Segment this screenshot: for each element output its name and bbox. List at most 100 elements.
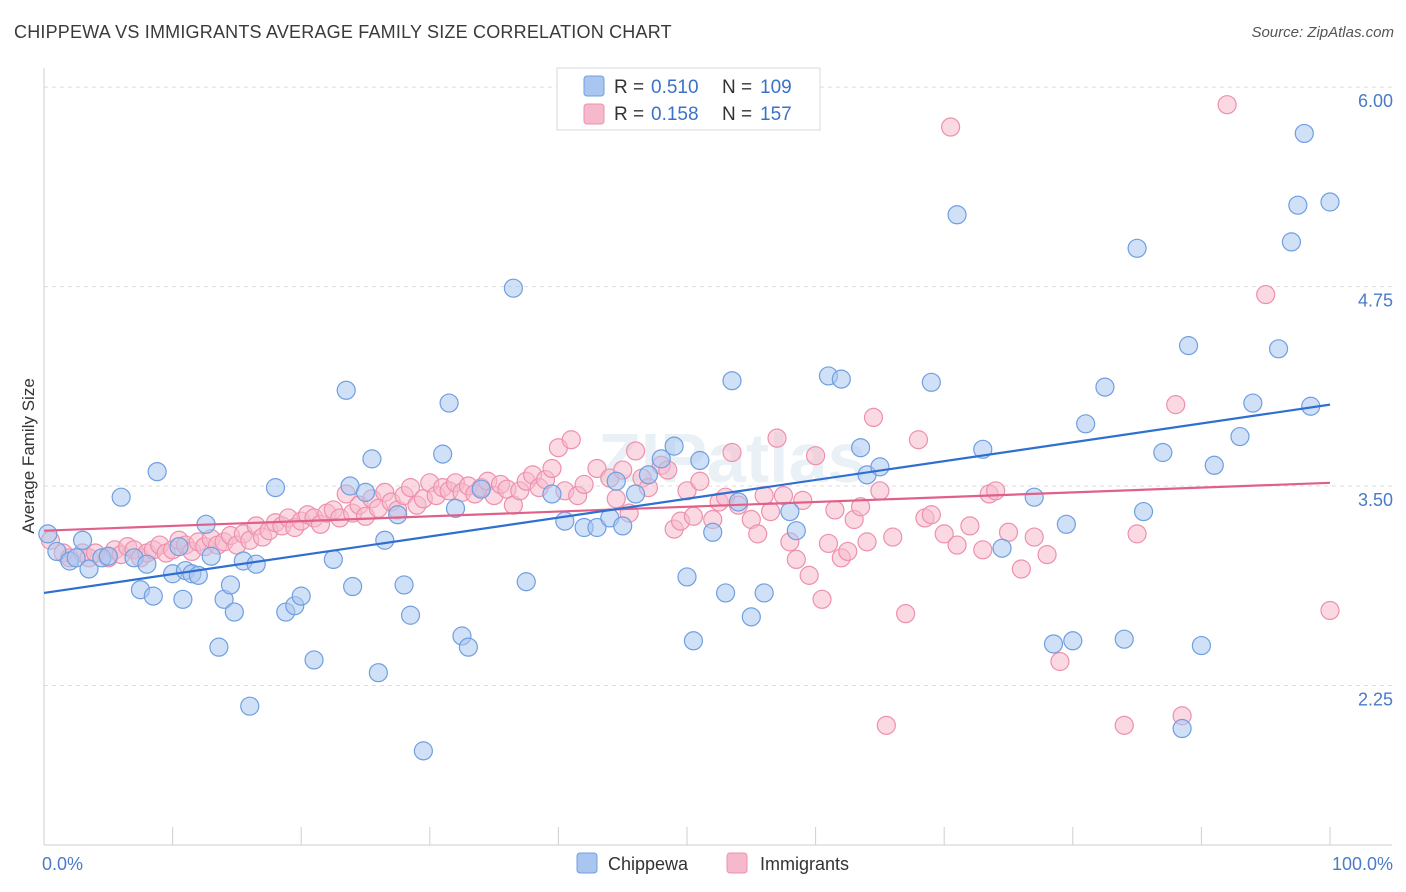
chippewa-point — [992, 538, 1012, 558]
immigrants-point — [1217, 95, 1237, 115]
immigrants-point — [587, 458, 607, 479]
chippewa-point — [1191, 635, 1212, 656]
legend: R = 0.510 N = 109 R = 0.158 N = 157 — [556, 67, 821, 131]
chippewa-point — [606, 471, 626, 491]
bottom-legend-swatch-immigrants — [726, 852, 748, 874]
legend-r-value-immigrants: 0.158 — [651, 104, 699, 125]
immigrants-point — [876, 715, 896, 735]
immigrants-point — [921, 505, 941, 525]
legend-n-label: N = — [722, 104, 752, 125]
chippewa-point — [137, 554, 157, 574]
y-tick-label: 6.00 — [1358, 91, 1393, 111]
source-label: Source: ZipAtlas.com — [1251, 24, 1394, 41]
x-tick-label: 0.0% — [42, 854, 83, 874]
chippewa-point — [400, 605, 421, 625]
chippewa-point — [375, 530, 395, 550]
axes — [43, 68, 1392, 846]
chippewa-point — [246, 554, 266, 574]
chippewa-point — [703, 522, 723, 542]
bottom-legend: Chippewa Immigrants — [576, 852, 849, 874]
chippewa-point — [786, 521, 806, 541]
immigrants-trend-line — [43, 481, 1331, 532]
chippewa-point — [1114, 629, 1134, 649]
immigrants-point — [973, 540, 993, 560]
immigrants-point — [857, 532, 877, 552]
chippewa-point — [388, 505, 408, 525]
chippewa-point — [1268, 339, 1289, 359]
chippewa-point — [1133, 501, 1154, 522]
immigrants-point — [941, 117, 961, 137]
chippewa-point — [147, 462, 167, 482]
chippewa-point — [1288, 195, 1308, 215]
immigrants-point — [767, 428, 787, 448]
chippewa-point — [1127, 238, 1147, 258]
immigrants-point — [786, 549, 806, 570]
immigrants-point — [574, 474, 594, 495]
immigrants-point — [400, 478, 421, 498]
y-tick-label: 2.25 — [1358, 689, 1393, 709]
chippewa-trend-line — [43, 403, 1331, 595]
immigrants-point — [1011, 559, 1031, 579]
chippewa-point — [921, 372, 941, 392]
immigrants-point — [1037, 545, 1057, 565]
immigrants-point — [1024, 527, 1044, 547]
chippewa-point — [870, 457, 890, 477]
immigrants-point — [748, 524, 768, 544]
chippewa-point — [98, 546, 118, 566]
immigrants-point — [683, 506, 704, 526]
immigrants-point — [883, 527, 903, 547]
chippewa-point — [651, 449, 671, 469]
chippewa-point — [343, 576, 363, 597]
chippewa-point — [220, 575, 241, 595]
chippewa-point — [355, 482, 376, 502]
immigrants-point — [812, 589, 832, 609]
immigrants-point — [908, 430, 929, 450]
chippewa-point — [780, 501, 800, 522]
chippewa-point — [439, 393, 459, 413]
immigrants-point — [805, 446, 826, 466]
chippewa-point — [1043, 634, 1064, 654]
chippewa-point — [1281, 232, 1302, 252]
chippewa-point — [362, 449, 382, 469]
chippewa-point — [291, 586, 311, 606]
chippewa-point — [741, 607, 761, 627]
chippewa-point — [47, 541, 67, 562]
chippewa-point — [1178, 336, 1199, 356]
chippewa-point — [722, 371, 742, 391]
chippewa-point — [143, 586, 163, 606]
immigrants-point — [1256, 284, 1276, 305]
immigrants-point — [960, 516, 980, 536]
chippewa-point — [516, 572, 536, 592]
chippewa-point — [1063, 631, 1083, 651]
legend-r-label: R = — [614, 104, 644, 125]
chippewa-point — [458, 637, 478, 657]
chippewa-point — [1024, 487, 1044, 507]
immigrants-point — [870, 481, 890, 501]
immigrants-point — [542, 458, 562, 479]
immigrants-point — [998, 522, 1019, 542]
chippewa-point — [1204, 455, 1224, 475]
y-tick-labels: 2.25 3.50 4.75 6.00 — [1358, 91, 1393, 709]
immigrants-point — [760, 501, 781, 522]
y-tick-label: 4.75 — [1358, 291, 1393, 311]
chippewa-point — [209, 637, 229, 657]
chippewa-point — [66, 548, 86, 568]
chippewa-point — [587, 517, 607, 538]
chippewa-point — [368, 663, 388, 683]
chippewa-point — [715, 583, 736, 603]
x-tick-labels: 0.0% 100.0% — [42, 854, 1393, 874]
chippewa-point — [1243, 393, 1263, 413]
immigrants-point — [625, 441, 646, 461]
immigrants-point — [825, 500, 845, 520]
immigrants-point — [838, 541, 858, 562]
chippewa-point — [323, 549, 343, 570]
chippewa-point — [471, 479, 491, 499]
chippewa-point — [625, 484, 646, 504]
immigrants-point — [1320, 600, 1340, 621]
chippewa-point — [683, 631, 704, 651]
chippewa-point — [336, 380, 356, 400]
bottom-legend-chippewa: Chippewa — [608, 854, 689, 874]
chippewa-point — [111, 487, 131, 507]
chippewa-point — [1153, 442, 1173, 463]
